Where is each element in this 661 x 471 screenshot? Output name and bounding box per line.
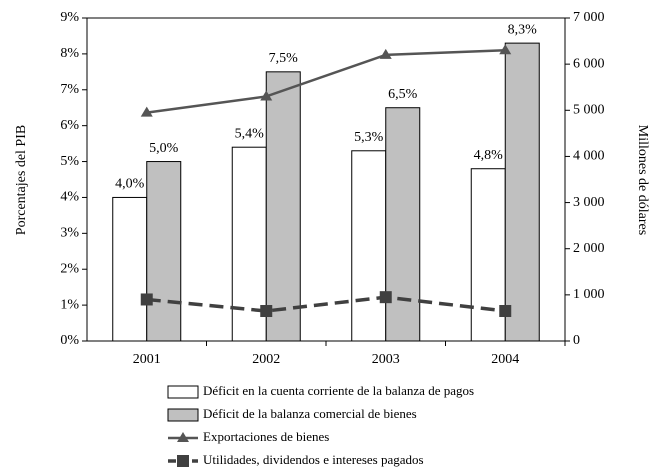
bar xyxy=(385,107,421,342)
data-label: 6,5% xyxy=(388,87,418,102)
y-axis-label: Porcentajes del PIB xyxy=(14,125,29,235)
bar xyxy=(146,161,182,342)
y-tick-label: 8% xyxy=(60,46,79,61)
legend-swatch xyxy=(167,385,199,399)
marker xyxy=(140,293,153,306)
y-tick-label: 4% xyxy=(60,190,79,205)
y-tick-label: 3% xyxy=(60,226,79,241)
legend: Déficit en la cuenta corriente de la bal… xyxy=(167,383,474,467)
bar xyxy=(351,150,387,342)
y-tick-label: 5% xyxy=(60,154,79,169)
y-tick-label: 1% xyxy=(60,297,79,312)
y2-tick-label: 7 000 xyxy=(573,10,605,25)
data-label: 8,3% xyxy=(508,22,538,37)
y-tick-label: 6% xyxy=(60,118,79,133)
y2-axis-label: Millones de dólares xyxy=(635,125,650,235)
legend-label: Déficit en la cuenta corriente de la bal… xyxy=(203,383,474,398)
x-tick-label: 2004 xyxy=(491,352,519,367)
marker xyxy=(499,44,512,55)
data-label: 5,0% xyxy=(149,141,179,156)
legend-marker xyxy=(177,455,189,467)
y2-tick-label: 6 000 xyxy=(573,56,605,71)
data-label: 5,4% xyxy=(235,126,265,141)
y2-tick-label: 2 000 xyxy=(573,241,605,256)
y2-tick-label: 1 000 xyxy=(573,287,605,302)
marker xyxy=(260,90,273,101)
bar xyxy=(504,42,540,342)
x-tick-label: 2001 xyxy=(133,352,161,367)
y-tick-label: 2% xyxy=(60,261,79,276)
y-tick-label: 7% xyxy=(60,82,79,97)
line xyxy=(146,49,506,114)
y-tick-label: 0% xyxy=(60,333,79,348)
marker xyxy=(379,291,392,304)
y2-tick-label: 0 xyxy=(573,333,580,348)
x-tick-label: 2002 xyxy=(252,352,280,367)
data-label: 4,0% xyxy=(115,177,145,192)
legend-label: Exportaciones de bienes xyxy=(203,429,329,444)
bar xyxy=(112,196,148,342)
x-tick-label: 2003 xyxy=(372,352,400,367)
y-tick-label: 9% xyxy=(60,10,79,25)
y2-tick-label: 3 000 xyxy=(573,195,605,210)
data-label: 5,3% xyxy=(354,130,384,145)
legend-label: Déficit de la balanza comercial de biene… xyxy=(203,406,417,421)
legend-label: Utilidades, dividendos e intereses pagad… xyxy=(203,452,424,467)
legend-marker xyxy=(177,432,189,442)
line xyxy=(146,295,506,313)
legend-swatch xyxy=(167,408,199,422)
marker xyxy=(499,305,512,318)
y2-tick-label: 5 000 xyxy=(573,103,605,118)
y2-tick-label: 4 000 xyxy=(573,149,605,164)
data-label: 4,8% xyxy=(474,148,504,163)
marker xyxy=(140,106,153,117)
data-label: 7,5% xyxy=(269,51,299,66)
marker xyxy=(260,305,273,318)
marker xyxy=(379,48,392,59)
bar xyxy=(265,71,301,342)
